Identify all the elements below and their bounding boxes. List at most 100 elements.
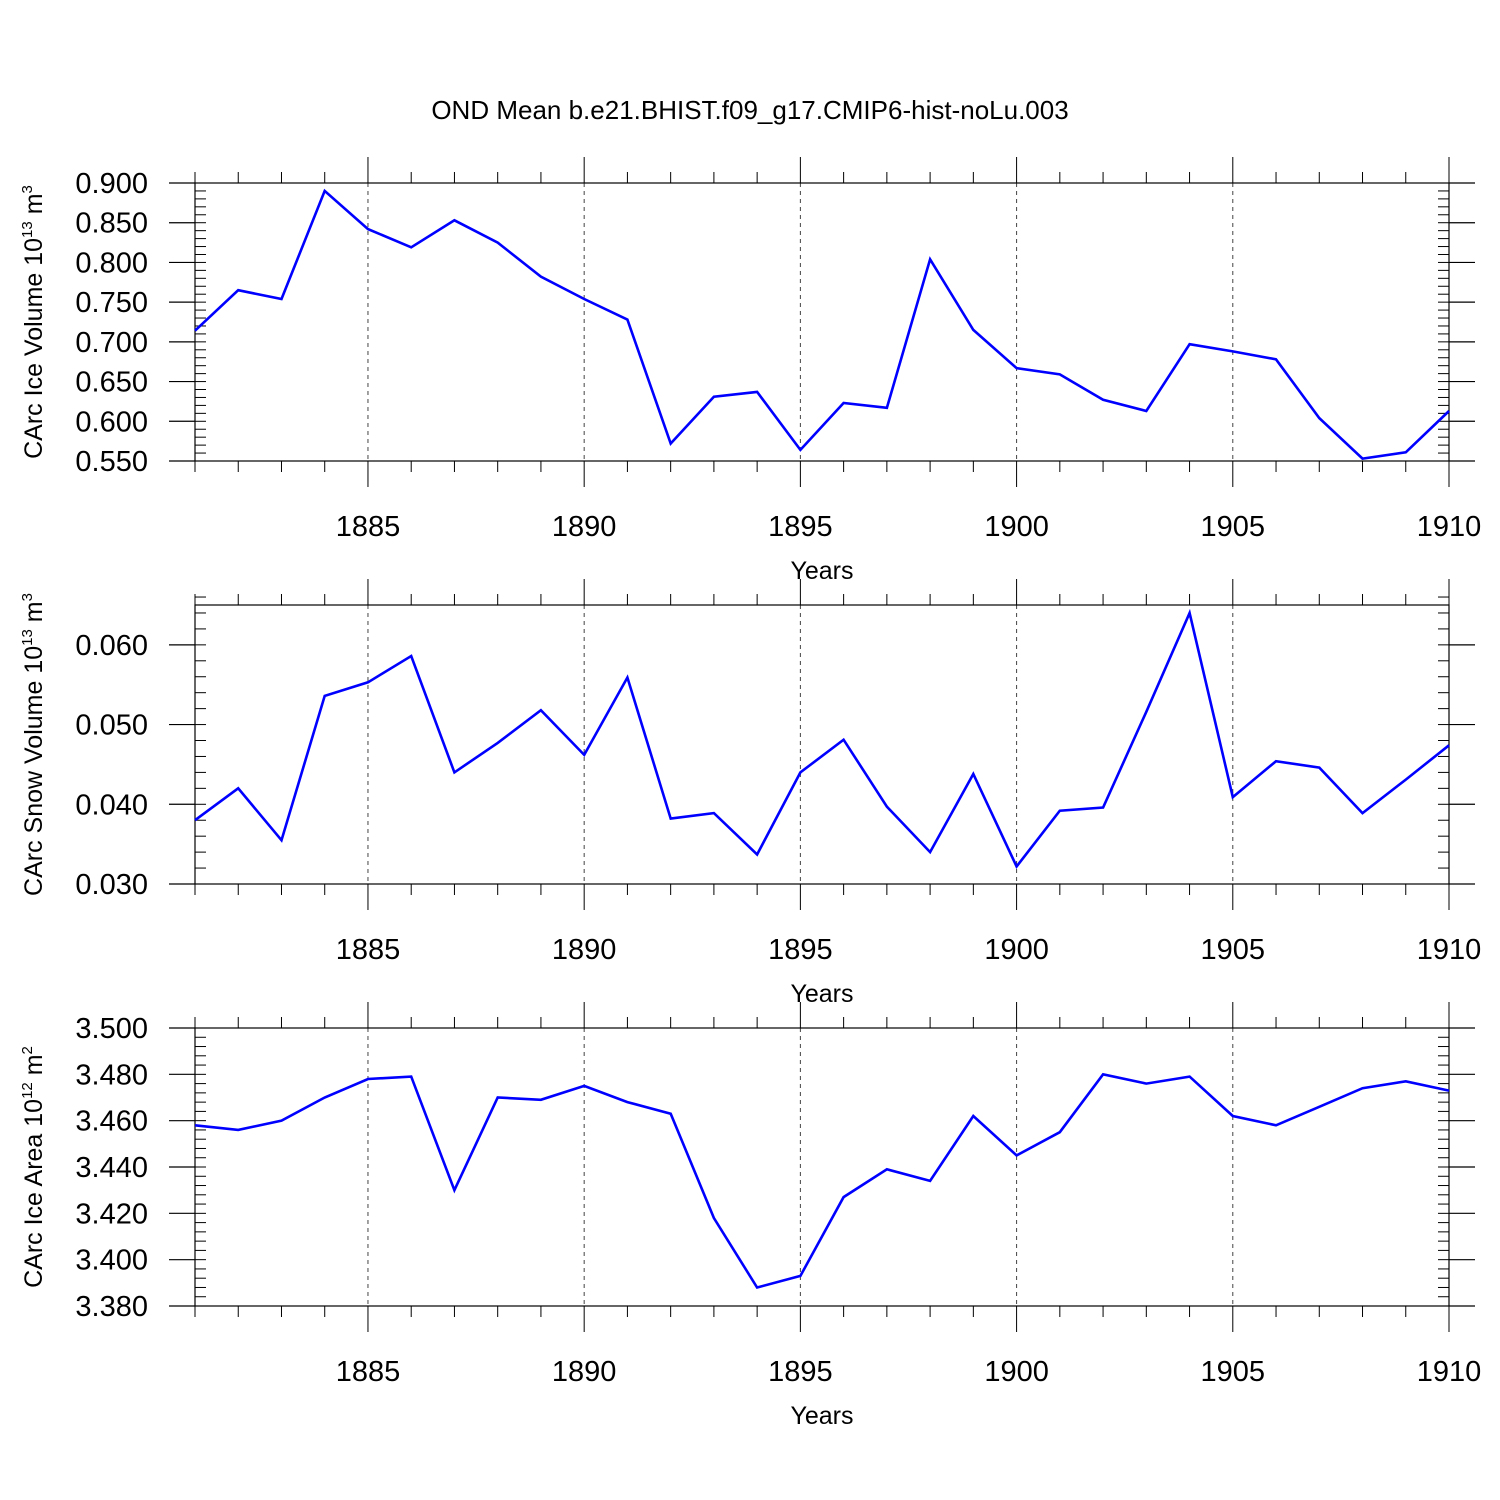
x-tick-label: 1890 — [552, 934, 617, 966]
panel-ice-area: 3.380 3.400 3.420 3.440 3.460 3.480 3.500 1885 1… — [19, 1002, 1481, 1430]
data-point — [972, 329, 975, 332]
data-point — [1102, 1073, 1105, 1076]
data-point — [1361, 1087, 1364, 1090]
data-point — [1059, 1131, 1062, 1134]
x-tick-label: 1885 — [336, 511, 401, 543]
data-point — [1275, 760, 1278, 763]
y-tick-label: 0.650 — [75, 367, 148, 399]
data-point — [756, 853, 759, 856]
data-point — [237, 1129, 240, 1132]
data-point — [237, 787, 240, 790]
data-point — [323, 1096, 326, 1099]
panel-ice-volume: 0.550 0.600 0.650 0.700 0.750 0.800 0.850 0.900… — [19, 157, 1481, 585]
data-point — [756, 391, 759, 394]
x-tick-label: 1900 — [984, 1356, 1049, 1388]
data-point — [540, 1099, 543, 1102]
y-tick-label: 0.600 — [75, 406, 148, 438]
data-point — [1188, 612, 1191, 615]
data-point — [929, 1180, 932, 1183]
x-tick-label: 1905 — [1201, 511, 1266, 543]
data-point — [1404, 778, 1407, 781]
data-point — [1059, 373, 1062, 376]
data-point — [1318, 1105, 1321, 1108]
x-tick-label: 1885 — [336, 934, 401, 966]
data-point — [1188, 343, 1191, 346]
data-point — [496, 241, 499, 244]
data-point — [1015, 367, 1018, 370]
data-point — [799, 449, 802, 452]
data-point — [1361, 457, 1364, 460]
y-tick-label: 0.030 — [75, 869, 148, 901]
y-tick-label: 0.850 — [75, 208, 148, 240]
data-point — [713, 812, 716, 815]
data-point — [842, 1196, 845, 1199]
data-point — [929, 851, 932, 854]
data-point — [1102, 399, 1105, 402]
x-axis-title: Years — [790, 1402, 853, 1430]
data-point — [194, 819, 197, 822]
data-point — [280, 1119, 283, 1122]
x-tick-label: 1905 — [1201, 934, 1266, 966]
data-point — [929, 258, 932, 261]
y-tick-label: 3.420 — [75, 1198, 148, 1230]
x-tick-label: 1885 — [336, 1356, 401, 1388]
y-tick-label: 3.480 — [75, 1059, 148, 1091]
y-axis-title: CArc Snow Volume 1013 m3 — [19, 593, 48, 896]
data-point — [496, 742, 499, 745]
y-tick-label: 3.500 — [75, 1013, 148, 1045]
chart-title: OND Mean b.e21.BHIST.f09_g17.CMIP6-hist-… — [431, 95, 1068, 125]
x-tick-label: 1895 — [768, 934, 833, 966]
y-axis-title: CArc Ice Volume 1013 m3 — [19, 185, 48, 459]
data-point — [583, 1085, 586, 1088]
data-point — [583, 298, 586, 301]
data-point — [280, 298, 283, 301]
data-point — [540, 709, 543, 712]
data-point — [367, 1078, 370, 1081]
y-axis-title: CArc Ice Area 1012 m2 — [19, 1046, 48, 1288]
data-point — [367, 681, 370, 684]
series-line-ice-volume — [194, 188, 1450, 460]
data-point — [626, 676, 629, 679]
y-tick-label: 3.460 — [75, 1106, 148, 1138]
y-tick-label: 3.440 — [75, 1152, 148, 1184]
data-point — [713, 1217, 716, 1220]
data-point — [972, 1115, 975, 1118]
data-point — [1145, 1082, 1148, 1085]
data-point — [799, 771, 802, 774]
x-axis-title: Years — [790, 557, 853, 585]
data-point — [410, 1075, 413, 1078]
data-point — [713, 395, 716, 398]
x-tick-label: 1910 — [1417, 934, 1482, 966]
x-tick-label: 1895 — [768, 511, 833, 543]
data-point — [323, 695, 326, 698]
series-line-ice-area — [194, 1072, 1450, 1290]
y-tick-label: 0.800 — [75, 247, 148, 279]
data-point — [323, 190, 326, 193]
data-point — [886, 805, 889, 808]
data-point — [842, 402, 845, 405]
y-tick-label: 0.050 — [75, 710, 148, 742]
x-axis-title: Years — [790, 980, 853, 1008]
y-tick-label: 3.380 — [75, 1291, 148, 1323]
x-tick-label: 1900 — [984, 511, 1049, 543]
data-point — [669, 1112, 672, 1115]
data-point — [583, 754, 586, 757]
plot-frame — [194, 604, 1450, 885]
x-tick-label: 1905 — [1201, 1356, 1266, 1388]
data-point — [1059, 809, 1062, 812]
data-point — [194, 329, 197, 332]
data-point — [410, 655, 413, 658]
x-tick-label: 1895 — [768, 1356, 833, 1388]
y-tick-label: 0.550 — [75, 446, 148, 478]
y-tick-label: 0.900 — [75, 168, 148, 200]
data-point — [1448, 744, 1451, 747]
data-point — [1318, 766, 1321, 769]
data-point — [453, 771, 456, 774]
x-tick-label: 1890 — [552, 1356, 617, 1388]
data-point — [496, 1096, 499, 1099]
data-point — [1448, 410, 1451, 413]
data-point — [1361, 812, 1364, 815]
y-tick-label: 0.060 — [75, 630, 148, 662]
y-tick-label: 0.750 — [75, 287, 148, 319]
